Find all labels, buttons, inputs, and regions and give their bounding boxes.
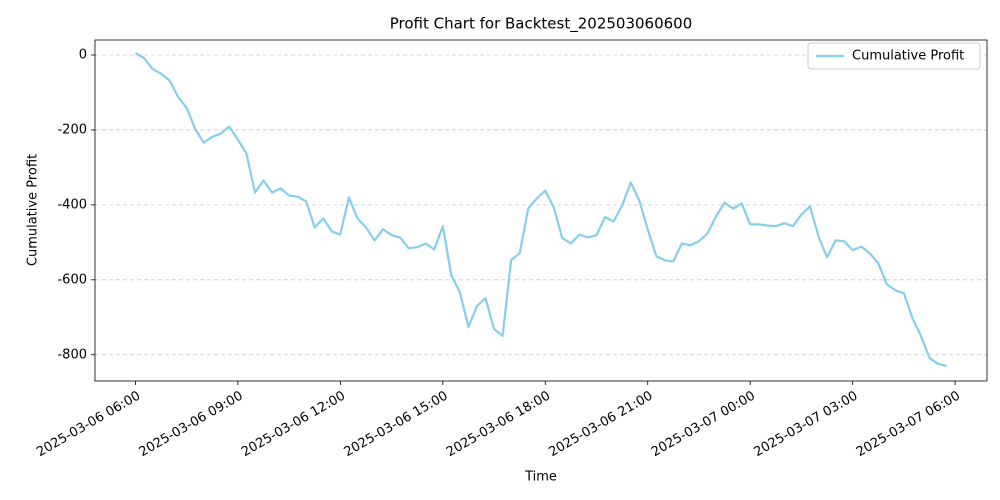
x-tick-label: 2025-03-07 00:00 xyxy=(649,389,758,461)
y-tick-label: -800 xyxy=(57,347,87,362)
x-tick-label: 2025-03-06 21:00 xyxy=(547,389,656,461)
x-tick-label: 2025-03-06 12:00 xyxy=(239,389,348,461)
legend: Cumulative Profit xyxy=(807,42,981,70)
y-tick-label: -400 xyxy=(57,197,87,212)
x-tick-label: 2025-03-06 18:00 xyxy=(444,389,553,461)
x-tick-label: 2025-03-06 06:00 xyxy=(34,389,143,461)
y-tick-label: -600 xyxy=(57,272,87,287)
x-tick-label: 2025-03-07 03:00 xyxy=(751,389,860,461)
legend-box xyxy=(807,42,981,70)
data-line xyxy=(134,52,947,368)
x-axis-label: Time xyxy=(524,470,557,485)
chart-title: Profit Chart for Backtest_202503060600 xyxy=(390,15,693,34)
y-tick-label: 0 xyxy=(79,47,87,62)
x-tick-label: 2025-03-06 09:00 xyxy=(137,389,246,461)
plot-frame xyxy=(94,39,988,382)
x-tick-label: 2025-03-06 15:00 xyxy=(342,389,451,461)
x-tick-label: 2025-03-07 06:00 xyxy=(854,389,963,461)
y-tick-label: -200 xyxy=(57,122,87,137)
legend-label: Cumulative Profit xyxy=(852,49,964,64)
y-axis-label: Cumulative Profit xyxy=(26,154,41,266)
